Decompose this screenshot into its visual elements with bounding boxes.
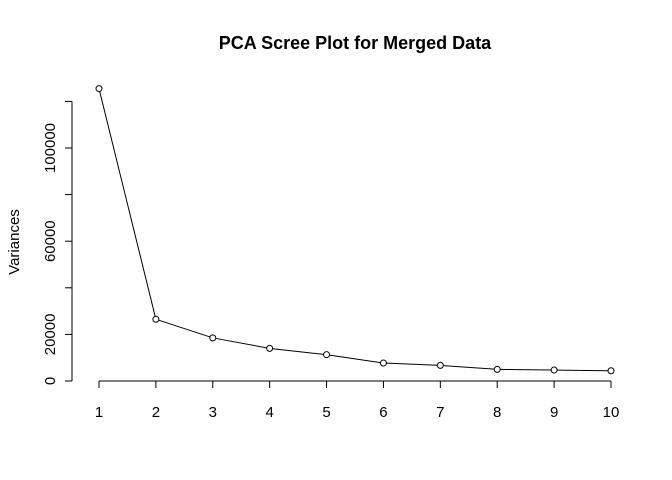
data-point — [209, 334, 217, 342]
y-tick-label: 0 — [42, 377, 59, 385]
series-variances — [95, 85, 615, 375]
y-tick-label: 100000 — [42, 123, 59, 173]
series-segment — [215, 337, 267, 349]
series-segment — [329, 354, 381, 364]
y-axis-label: Variances — [6, 209, 23, 275]
x-tick-label: 5 — [322, 404, 330, 421]
x-tick-label: 1 — [95, 404, 103, 421]
x-tick-label: 3 — [209, 404, 217, 421]
data-point — [493, 365, 501, 373]
data-point — [152, 315, 160, 323]
series-segment — [99, 91, 156, 317]
x-tick-label: 4 — [265, 404, 273, 421]
y-tick-label: 20000 — [42, 314, 59, 356]
x-tick-label: 10 — [603, 404, 620, 421]
x-tick-label: 2 — [152, 404, 160, 421]
data-point — [95, 85, 103, 93]
y-axis: 0 20000 60000 100000 — [42, 100, 73, 385]
data-point — [379, 359, 387, 367]
data-point — [266, 344, 274, 352]
series-segment — [158, 319, 211, 338]
x-axis: 1 2 3 4 5 6 7 8 9 10 — [95, 380, 620, 421]
x-tick-label: 9 — [550, 404, 558, 421]
series-segment — [272, 348, 324, 355]
y-tick-label: 60000 — [42, 220, 59, 262]
data-point — [607, 367, 615, 375]
series-segment — [386, 362, 438, 366]
x-tick-label: 6 — [379, 404, 387, 421]
data-point — [550, 366, 558, 374]
data-point — [323, 351, 331, 359]
data-point — [436, 361, 444, 369]
series-segment — [443, 365, 495, 370]
chart-title: PCA Scree Plot for Merged Data — [219, 33, 492, 53]
series-segment — [557, 369, 609, 372]
series-segment — [500, 368, 552, 371]
x-tick-label: 8 — [493, 404, 501, 421]
x-tick-label: 7 — [436, 404, 444, 421]
